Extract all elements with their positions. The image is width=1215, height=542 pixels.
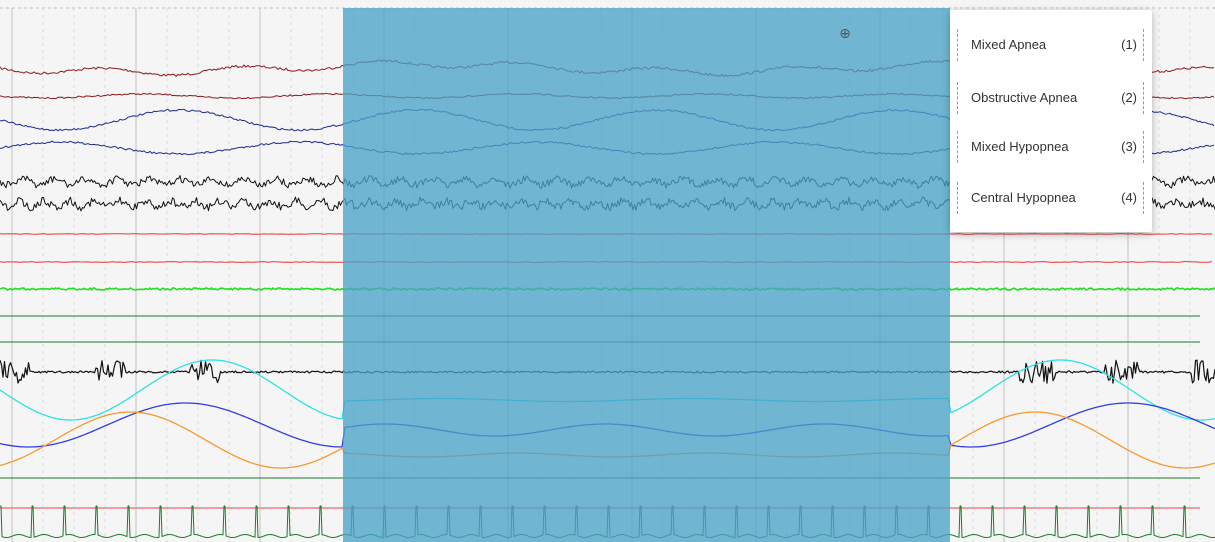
menu-item-label: Central Hypopnea — [971, 190, 1076, 205]
menu-item-shortcut: (1) — [1121, 37, 1137, 52]
menu-item-label: Obstructive Apnea — [971, 90, 1078, 105]
event-type-menu: Mixed Apnea (1) Obstructive Apnea (2) Mi… — [950, 10, 1152, 232]
crosshair-icon: ⊕ — [839, 26, 851, 42]
menu-item-label: Mixed Apnea — [971, 37, 1047, 52]
selection-region[interactable] — [343, 8, 950, 542]
menu-item-mixed-hypopnea[interactable]: Mixed Hypopnea (3) — [957, 131, 1144, 163]
menu-item-label: Mixed Hypopnea — [971, 139, 1069, 154]
menu-item-shortcut: (3) — [1121, 139, 1137, 154]
menu-item-shortcut: (4) — [1121, 190, 1137, 205]
menu-item-shortcut: (2) — [1121, 90, 1137, 105]
menu-item-mixed-apnea[interactable]: Mixed Apnea (1) — [957, 29, 1144, 61]
menu-item-obstructive-apnea[interactable]: Obstructive Apnea (2) — [957, 82, 1144, 114]
menu-item-central-hypopnea[interactable]: Central Hypopnea (4) — [957, 182, 1144, 214]
